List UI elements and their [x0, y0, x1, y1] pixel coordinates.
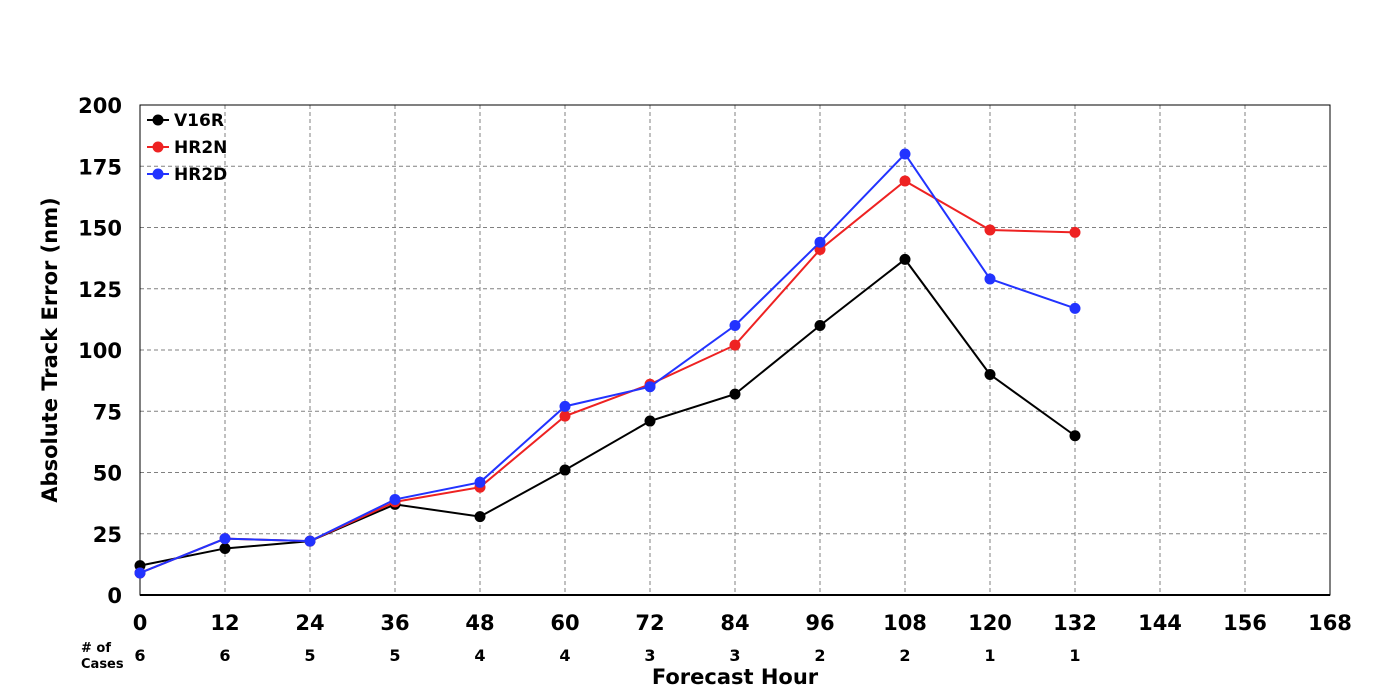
series-layer: [134, 148, 1081, 579]
series-line: [139, 257, 1076, 567]
legend: V16R HR2N HR2D: [147, 111, 227, 185]
data-point: [219, 533, 231, 545]
data-point: [644, 381, 656, 393]
data-point: [984, 224, 996, 236]
x-tick-label: 60: [550, 611, 579, 635]
case-count: 2: [814, 646, 825, 665]
y-tick-label: 175: [78, 155, 122, 179]
x-tick-label: 120: [968, 611, 1012, 635]
x-tick-label: 144: [1138, 611, 1182, 635]
legend-item-hr2n: HR2N: [147, 138, 227, 158]
data-point: [899, 148, 911, 160]
data-point: [814, 320, 826, 331]
data-point: [304, 535, 316, 547]
series-hr2d: [134, 148, 1081, 579]
data-point: [984, 273, 996, 285]
case-count: 1: [984, 646, 995, 665]
y-tick-label: 25: [93, 523, 122, 547]
x-tick-label: 84: [720, 611, 749, 635]
legend-label: HR2D: [174, 165, 227, 185]
data-point: [729, 339, 741, 351]
x-tick-labels: 0 12 24 36 48 60 72 84 96 108 120 132 144 156 168: [133, 611, 1352, 635]
case-count: 6: [219, 646, 230, 665]
case-count: 4: [474, 646, 485, 665]
x-tick-label: 156: [1223, 611, 1267, 635]
data-point: [729, 388, 741, 400]
legend-marker: [152, 141, 164, 153]
y-tick-label: 100: [78, 339, 122, 363]
x-tick-label: 24: [295, 611, 324, 635]
case-count: 4: [559, 646, 570, 665]
series-hr2n: [134, 175, 1081, 579]
x-tick-label: 48: [465, 611, 494, 635]
y-tick-label: 0: [107, 584, 122, 608]
data-point: [559, 400, 571, 412]
data-point: [644, 415, 656, 427]
case-count: 2: [899, 646, 910, 665]
y-tick-label: 200: [78, 94, 122, 118]
data-point: [1069, 430, 1081, 442]
data-point: [1069, 226, 1081, 238]
series-line: [139, 152, 1076, 574]
data-point: [899, 253, 911, 265]
legend-label: V16R: [174, 111, 224, 131]
data-point: [474, 476, 486, 488]
y-tick-labels: 0 25 50 75 100 125 150 175 200: [78, 94, 122, 608]
case-count: 3: [644, 646, 655, 665]
data-point: [559, 464, 571, 476]
y-tick-label: 75: [93, 400, 122, 424]
x-axis-title: Forecast Hour: [652, 665, 819, 689]
data-point: [474, 511, 486, 523]
data-point: [389, 493, 401, 505]
y-tick-label: 50: [93, 462, 122, 486]
x-tick-label: 12: [210, 611, 239, 635]
case-count: 5: [304, 646, 315, 665]
data-point: [559, 410, 571, 422]
data-point: [1069, 302, 1081, 314]
case-count: 1: [1069, 646, 1080, 665]
x-tick-label: 0: [133, 611, 148, 635]
series-v16r: [134, 253, 1081, 572]
data-point: [814, 236, 826, 248]
data-point: [899, 175, 911, 187]
legend-label: HR2N: [174, 138, 227, 158]
data-point: [134, 567, 146, 579]
y-axis-title: Absolute Track Error (nm): [38, 197, 62, 502]
y-tick-label: 125: [78, 278, 122, 302]
legend-item-v16r: V16R: [147, 111, 224, 131]
x-tick-label: 72: [635, 611, 664, 635]
case-count: 5: [389, 646, 400, 665]
data-point: [219, 542, 231, 554]
case-count: 6: [134, 646, 145, 665]
grid-lines: [140, 105, 1330, 595]
legend-item-hr2d: HR2D: [147, 165, 227, 185]
x-tick-label: 132: [1053, 611, 1097, 635]
y-tick-label: 150: [78, 217, 122, 241]
x-tick-label: 108: [883, 611, 927, 635]
series-line: [139, 179, 1076, 574]
x-tick-label: 168: [1308, 611, 1352, 635]
x-tick-label: 36: [380, 611, 409, 635]
data-point: [984, 369, 996, 380]
case-count: 3: [729, 646, 740, 665]
legend-marker: [152, 114, 164, 126]
legend-marker: [152, 168, 164, 180]
x-tick-label: 96: [805, 611, 834, 635]
cases-label: Cases: [81, 657, 124, 672]
cases-label: # of: [81, 641, 111, 656]
data-point: [729, 320, 741, 331]
